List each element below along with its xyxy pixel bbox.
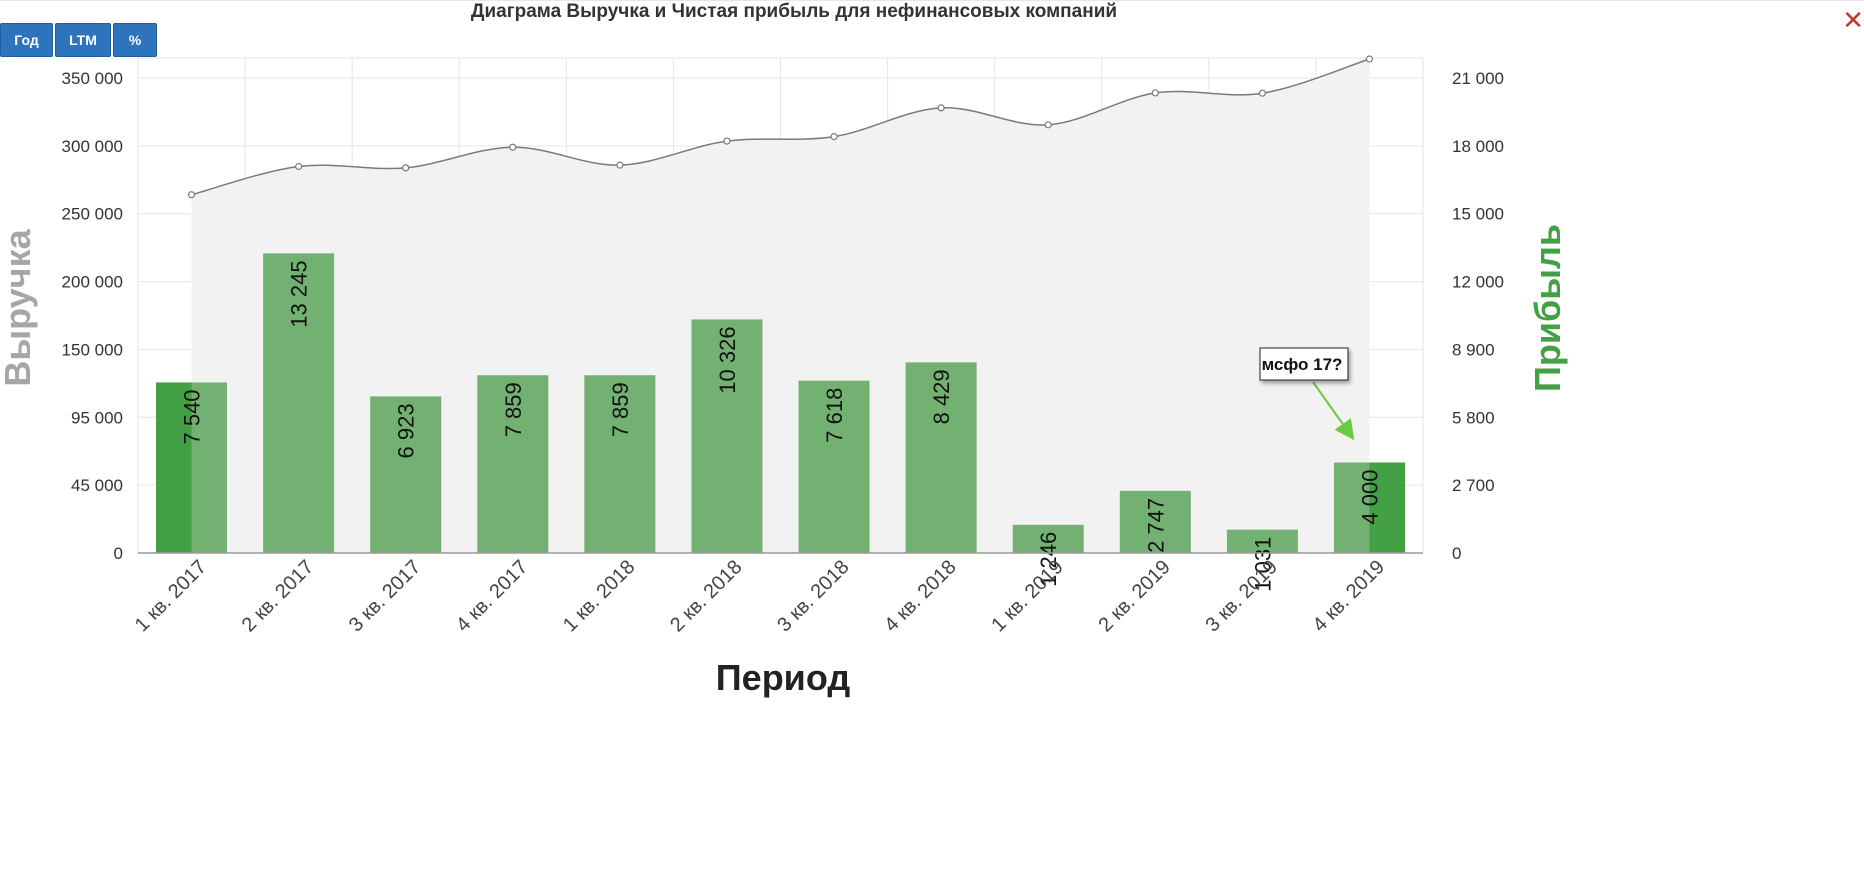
- profit-bar: [691, 319, 763, 553]
- right-axis-tick: 2 700: [1452, 476, 1495, 495]
- chart-title: Диаграма Выручка и Чистая прибыль для не…: [471, 1, 1117, 22]
- x-axis-category: 2 кв. 2019: [1094, 556, 1174, 636]
- left-axis-tick: 250 000: [62, 205, 123, 224]
- profit-bar: [1226, 529, 1298, 553]
- x-axis-title: Период: [716, 657, 851, 698]
- left-axis-tick: 200 000: [62, 273, 123, 292]
- x-axis-category: 2 кв. 2018: [666, 556, 746, 636]
- profit-bar: [584, 375, 656, 553]
- profit-bar-label: 7 618: [822, 388, 847, 443]
- revenue-point: [830, 133, 838, 141]
- x-axis-category: 3 кв. 2019: [1202, 556, 1282, 636]
- x-axis-category: 4 кв. 2017: [452, 556, 532, 636]
- annotation-box: [1259, 347, 1349, 381]
- profit-bar: [1012, 524, 1084, 553]
- profit-bar-highlight: [156, 382, 192, 553]
- left-axis-tick: 0: [114, 544, 123, 563]
- profit-bar-label: 2 747: [1143, 498, 1168, 553]
- right-axis-tick: 0: [1452, 544, 1461, 563]
- profit-bar-label: 1 246: [1036, 532, 1061, 587]
- close-icon[interactable]: ✕: [1842, 6, 1864, 36]
- profit-bar-label: 10 326: [715, 326, 740, 393]
- revenue-point: [1258, 89, 1266, 97]
- right-axis-tick: 21 000: [1452, 69, 1504, 88]
- left-axis-tick: 350 000: [62, 69, 123, 88]
- left-axis-tick: 150 000: [62, 340, 123, 359]
- profit-bar-label: 7 540: [180, 389, 205, 444]
- revenue-point: [1365, 55, 1374, 63]
- profit-bar-label: 13 245: [287, 260, 312, 327]
- x-axis-category: 4 кв. 2018: [880, 556, 960, 636]
- left-axis-tick: 45 000: [71, 476, 123, 495]
- profit-bar: [1119, 490, 1191, 553]
- top-border: [0, 0, 1864, 1]
- left-axis-tick: 95 000: [71, 408, 123, 427]
- profit-bar-label: 7 859: [501, 382, 526, 437]
- profit-bar-label: 8 429: [929, 369, 954, 424]
- revenue-point: [402, 164, 410, 172]
- x-axis-category: 1 кв. 2018: [559, 556, 639, 636]
- revenue-point: [937, 104, 945, 112]
- revenue-line: [191, 58, 1370, 196]
- revenue-point: [723, 137, 731, 145]
- x-axis-category: 1 кв. 2019: [987, 556, 1067, 636]
- left-axis-tick: 300 000: [62, 137, 123, 156]
- right-axis-tick: 15 000: [1452, 205, 1504, 224]
- profit-bar-label: 1 031: [1250, 537, 1275, 592]
- profit-bar-label: 4 000: [1357, 470, 1382, 525]
- profit-bar: [477, 375, 549, 553]
- profit-bar-label: 7 859: [608, 382, 633, 437]
- x-axis-category: 1 кв. 2017: [131, 556, 211, 636]
- revenue-point: [1044, 121, 1052, 129]
- revenue-point: [509, 143, 517, 151]
- percent-button[interactable]: %: [113, 23, 157, 57]
- x-axis-category: 3 кв. 2017: [345, 556, 425, 636]
- profit-bar: [370, 396, 442, 553]
- x-axis-category: 3 кв. 2018: [773, 556, 853, 636]
- right-axis-tick: 12 000: [1452, 273, 1504, 292]
- profit-bar: [905, 362, 977, 553]
- right-axis-title: Прибыль: [1527, 224, 1568, 392]
- profit-bar: [263, 253, 335, 554]
- revenue-point: [1151, 89, 1159, 97]
- revenue-point: [616, 161, 624, 169]
- annotation-text: мсфо 17?: [1262, 355, 1343, 374]
- left-axis-title: Выручка: [0, 228, 38, 386]
- revenue-point: [187, 191, 196, 199]
- revenue-point: [295, 162, 303, 171]
- right-axis-tick: 18 000: [1452, 137, 1504, 156]
- profit-bar: [798, 380, 870, 553]
- ltm-button[interactable]: LTM: [55, 23, 111, 57]
- annotation-arrow: [1312, 381, 1355, 441]
- year-button[interactable]: Год: [0, 23, 53, 57]
- profit-bar-highlight: [1369, 462, 1405, 553]
- right-axis-tick: 8 900: [1452, 340, 1495, 359]
- right-axis-tick: 5 800: [1452, 408, 1495, 427]
- profit-bar-label: 6 923: [394, 403, 419, 458]
- x-axis-category: 4 кв. 2019: [1309, 556, 1389, 636]
- x-axis-category: 2 кв. 2017: [238, 556, 318, 636]
- period-toolbar: Год LTM %: [0, 23, 159, 57]
